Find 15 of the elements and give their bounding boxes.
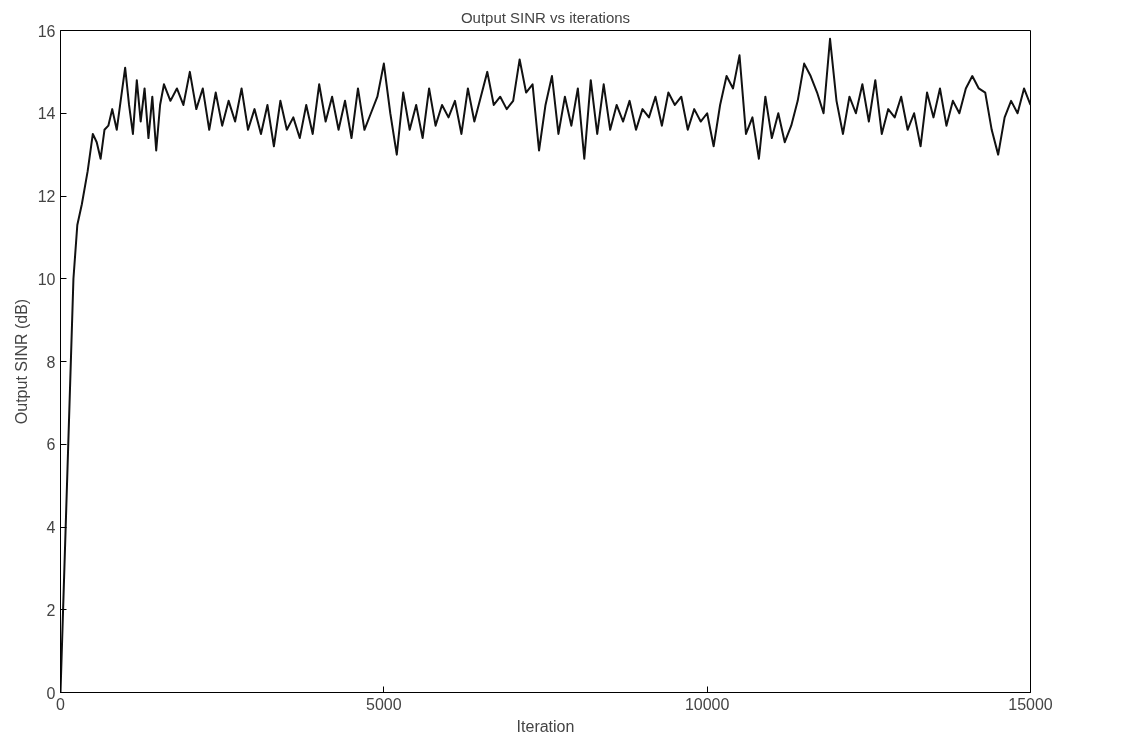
y-tick-label: 16 xyxy=(37,22,56,40)
y-tick-label: 10 xyxy=(37,270,56,288)
y-tick-label: 14 xyxy=(37,105,56,123)
y-axis-title: Output SINR (dB) xyxy=(12,298,30,425)
y-tick-label: 12 xyxy=(37,188,56,205)
y-tick-label: 6 xyxy=(46,436,56,454)
x-tick-label: 15000 xyxy=(1008,695,1053,713)
y-tick-label: 4 xyxy=(46,519,56,536)
y-tick-label: 0 xyxy=(46,684,56,702)
chart-title: Output SINR vs iterations xyxy=(460,8,631,26)
y-tick-label: 2 xyxy=(46,601,56,619)
x-tick-label: 10000 xyxy=(684,695,730,713)
y-tick-label: 8 xyxy=(46,353,56,371)
x-axis-title: Iteration xyxy=(516,717,575,735)
x-tick-label: 5000 xyxy=(366,695,402,713)
